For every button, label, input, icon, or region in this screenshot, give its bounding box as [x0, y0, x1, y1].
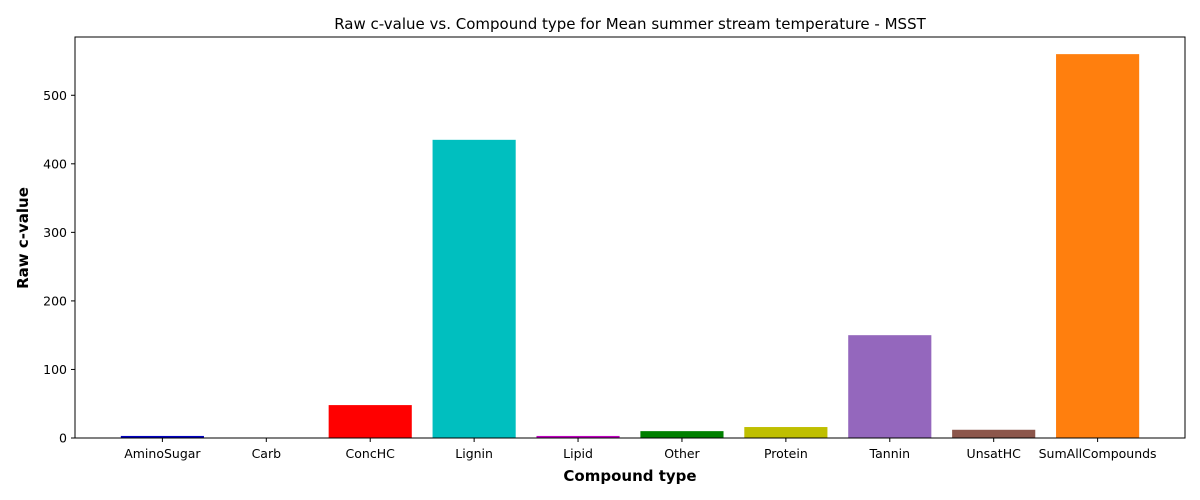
bar-protein: [744, 427, 828, 438]
x-tick-label-tannin: Tannin: [869, 446, 910, 461]
plot-area: 0 100 200 300 400 500 AminoSugar Carb ConcHC Lign…: [43, 36, 1186, 461]
y-tick-label: 400: [43, 156, 67, 171]
bar-aminosugar: [120, 435, 204, 438]
x-tick-label-lipid: Lipid: [563, 446, 593, 461]
bar-conchc: [328, 405, 412, 438]
bar-tannin: [848, 335, 932, 438]
x-tick-label-lignin: Lignin: [455, 446, 493, 461]
x-tick-label-other: Other: [664, 446, 700, 461]
y-tick-label: 500: [43, 88, 67, 103]
bar-other: [640, 431, 724, 438]
bar-lignin: [432, 139, 516, 439]
x-tick-label-conchc: ConcHC: [346, 446, 396, 461]
axes-frame: [74, 36, 1186, 439]
x-tick-label-aminosugar: AminoSugar: [124, 446, 201, 461]
x-tick-label-unsathc: UnsatHC: [967, 446, 1022, 461]
y-tick-label: 300: [43, 225, 67, 240]
x-tick-label-protein: Protein: [764, 446, 808, 461]
bar-lipid: [536, 435, 620, 438]
x-axis-label: Compound type: [563, 467, 696, 485]
y-tick-label: 200: [43, 293, 67, 308]
y-axis-label: Raw c-value: [14, 187, 32, 289]
x-tick-label-carb: Carb: [252, 446, 282, 461]
bar-unsathc: [952, 429, 1036, 438]
chart-title: Raw c-value vs. Compound type for Mean s…: [334, 15, 926, 33]
bar-sumallcompounds: [1056, 54, 1140, 439]
y-tick-label: 100: [43, 362, 67, 377]
y-tick-label: 0: [59, 431, 67, 446]
x-tick-label-sumallcompounds: SumAllCompounds: [1039, 446, 1157, 461]
